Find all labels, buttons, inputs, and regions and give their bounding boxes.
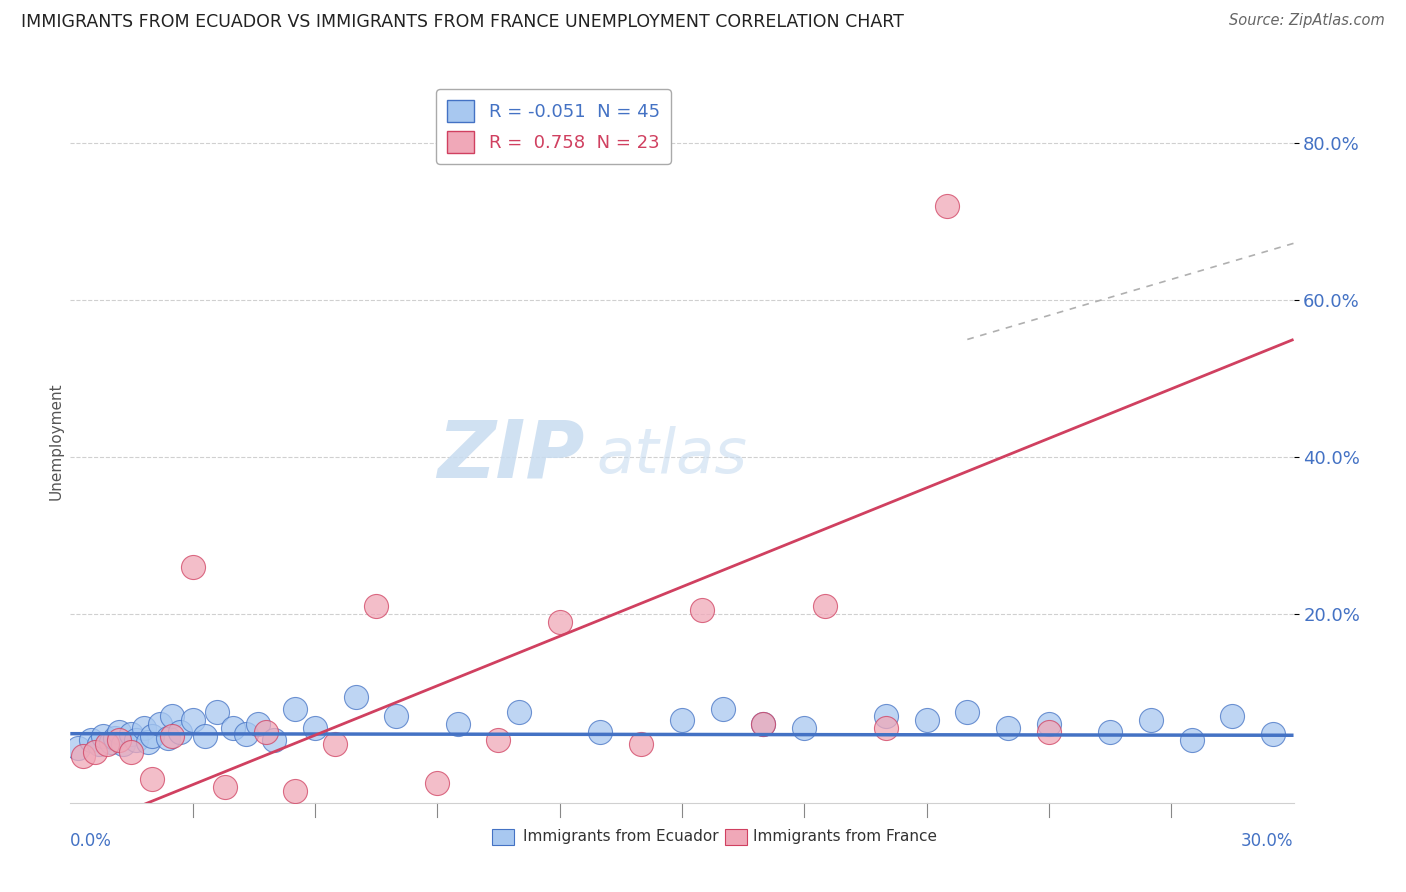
- Point: [222, 721, 245, 735]
- Point: [205, 706, 228, 720]
- Point: [508, 706, 530, 720]
- Text: 0.0%: 0.0%: [70, 831, 112, 850]
- Point: [447, 717, 470, 731]
- Point: [1099, 725, 1122, 739]
- Point: [630, 737, 652, 751]
- Point: [141, 772, 163, 787]
- Point: [87, 737, 110, 751]
- Point: [1038, 717, 1060, 731]
- Point: [96, 737, 118, 751]
- Point: [235, 727, 257, 741]
- Point: [711, 701, 734, 715]
- Point: [136, 734, 159, 748]
- Point: [915, 714, 938, 728]
- Point: [426, 776, 449, 790]
- Point: [121, 745, 143, 759]
- Text: Source: ZipAtlas.com: Source: ZipAtlas.com: [1229, 13, 1385, 29]
- Point: [997, 721, 1019, 735]
- Point: [304, 721, 326, 735]
- Point: [793, 721, 815, 735]
- Point: [1139, 714, 1161, 728]
- Point: [162, 709, 183, 723]
- Point: [79, 733, 103, 747]
- Text: 30.0%: 30.0%: [1241, 831, 1294, 850]
- Point: [124, 733, 146, 747]
- Point: [194, 729, 217, 743]
- Point: [344, 690, 367, 704]
- Point: [671, 714, 693, 728]
- Point: [121, 727, 143, 741]
- Point: [157, 731, 180, 746]
- Point: [875, 721, 897, 735]
- Point: [875, 709, 897, 723]
- Text: IMMIGRANTS FROM ECUADOR VS IMMIGRANTS FROM FRANCE UNEMPLOYMENT CORRELATION CHART: IMMIGRANTS FROM ECUADOR VS IMMIGRANTS FR…: [21, 13, 904, 31]
- Point: [141, 729, 163, 743]
- Point: [91, 729, 114, 743]
- Point: [284, 784, 307, 798]
- Text: ZIP: ZIP: [437, 417, 583, 495]
- Point: [246, 717, 269, 731]
- Point: [690, 603, 713, 617]
- Point: [169, 725, 191, 739]
- Text: Immigrants from France: Immigrants from France: [752, 830, 936, 844]
- Point: [100, 734, 122, 748]
- Point: [214, 780, 236, 794]
- Text: atlas: atlas: [596, 426, 747, 486]
- Point: [813, 599, 835, 614]
- Text: Immigrants from Ecuador: Immigrants from Ecuador: [523, 830, 718, 844]
- Point: [149, 717, 172, 731]
- Point: [108, 733, 131, 747]
- Point: [104, 731, 127, 746]
- Point: [1220, 709, 1243, 723]
- Point: [956, 706, 979, 720]
- Point: [284, 701, 307, 715]
- Point: [1261, 727, 1284, 741]
- Point: [112, 737, 135, 751]
- Point: [936, 199, 959, 213]
- Point: [108, 725, 131, 739]
- Point: [589, 725, 612, 739]
- Point: [67, 740, 90, 755]
- Point: [488, 733, 510, 747]
- Point: [263, 733, 285, 747]
- Point: [323, 737, 347, 751]
- Point: [181, 560, 204, 574]
- Bar: [492, 829, 515, 845]
- Point: [132, 721, 155, 735]
- Point: [385, 709, 408, 723]
- Point: [752, 717, 775, 731]
- Point: [72, 748, 94, 763]
- Point: [181, 714, 204, 728]
- Point: [254, 725, 277, 739]
- Point: [1181, 733, 1204, 747]
- Point: [366, 599, 388, 614]
- Point: [548, 615, 571, 630]
- Bar: [724, 829, 747, 845]
- Legend: R = -0.051  N = 45, R =  0.758  N = 23: R = -0.051 N = 45, R = 0.758 N = 23: [436, 89, 671, 164]
- Point: [83, 745, 105, 759]
- Y-axis label: Unemployment: Unemployment: [48, 383, 63, 500]
- Point: [752, 717, 775, 731]
- Point: [162, 729, 183, 743]
- Point: [1038, 725, 1060, 739]
